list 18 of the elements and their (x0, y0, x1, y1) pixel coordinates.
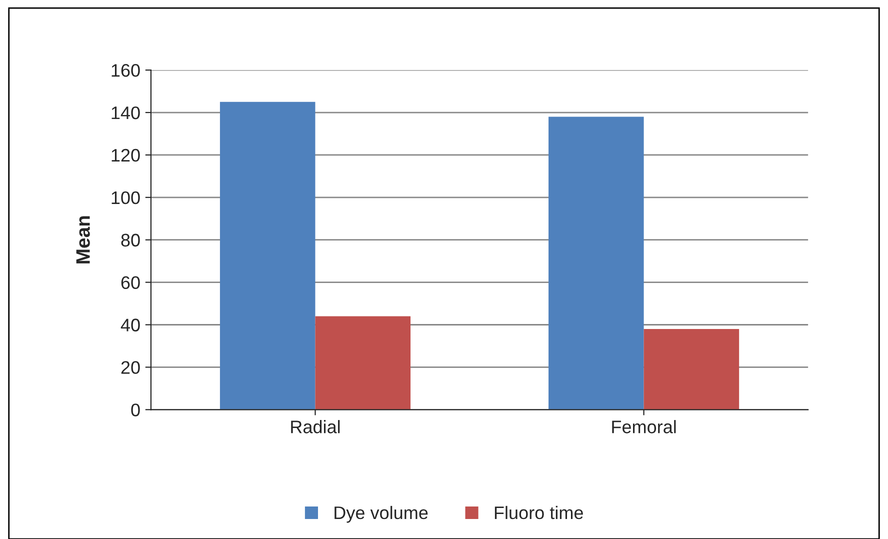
x-tick-label: Femoral (612, 420, 676, 434)
bar (548, 116, 644, 410)
y-tick-label: 140 (112, 106, 140, 120)
y-tick-label: 80 (121, 234, 140, 247)
y-tick-label: 60 (121, 276, 140, 290)
y-tick-label: 20 (121, 361, 140, 374)
y-tick-label: 40 (120, 318, 140, 332)
y-tick-label: 120 (112, 148, 140, 162)
bar (220, 102, 316, 410)
x-tick-label: Radial (291, 420, 340, 434)
legend-label: Fluoro time (494, 506, 583, 520)
y-tick-label: 100 (112, 191, 140, 204)
y-axis-title: Mean (76, 216, 90, 264)
y-tick-label: 0 (131, 404, 140, 416)
legend-label: Dye volume (334, 506, 428, 523)
bar (644, 328, 740, 410)
y-tick-label: 160 (112, 64, 140, 77)
bar (315, 316, 411, 410)
